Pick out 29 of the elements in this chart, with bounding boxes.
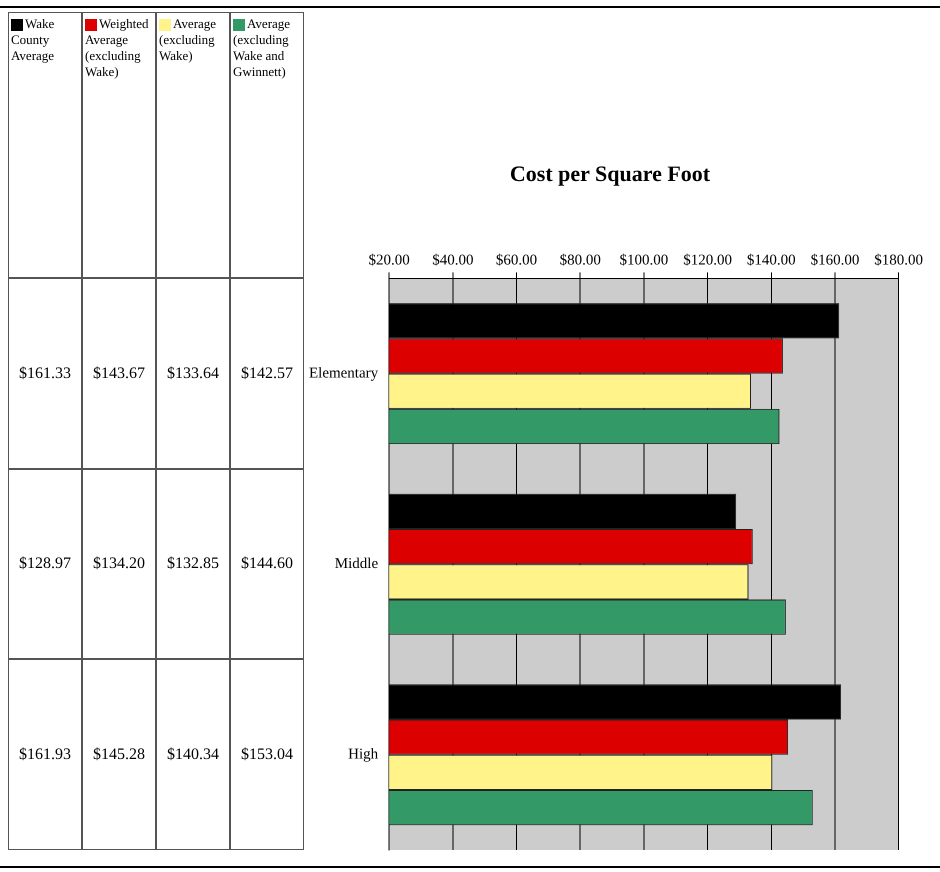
x-tick-label: $20.00 — [368, 252, 410, 268]
x-tick-label: $180.00 — [874, 252, 923, 268]
x-tick-label: $100.00 — [620, 252, 668, 268]
x-tick-label: $40.00 — [432, 252, 474, 268]
x-tick-label: $160.00 — [810, 252, 860, 268]
x-tick-label: $80.00 — [560, 252, 601, 268]
legend-label: Average (excluding Wake) — [159, 16, 216, 63]
legend-label: Average (excluding Wake and Gwinnett) — [233, 16, 290, 79]
x-tick-label: $120.00 — [683, 252, 732, 268]
y-tick-label: Middle — [334, 556, 378, 572]
legend-label: Wake County Average — [11, 16, 54, 63]
data-label: $161.33 — [8, 278, 82, 469]
data-label: $128.97 — [8, 468, 82, 660]
data-label: $140.34 — [156, 659, 230, 850]
legend-label: Weighted Average (excluding Wake) — [85, 16, 148, 79]
data-label: $143.67 — [82, 278, 156, 469]
data-label: $144.60 — [230, 468, 304, 660]
data-label: $161.93 — [8, 659, 82, 850]
x-tick-label: $140.00 — [746, 252, 796, 268]
data-label: $145.28 — [82, 659, 156, 850]
y-tick-label: Elementary — [308, 366, 379, 382]
data-label: $134.20 — [82, 468, 156, 660]
x-tick-label: $60.00 — [496, 252, 538, 268]
data-label: $132.85 — [156, 468, 230, 660]
data-label: $153.04 — [230, 659, 304, 850]
data-label: $142.57 — [230, 278, 304, 469]
y-tick-label: High — [348, 746, 379, 763]
data-label: $133.64 — [156, 278, 230, 469]
chart-title: Cost per Square Foot — [510, 160, 711, 186]
